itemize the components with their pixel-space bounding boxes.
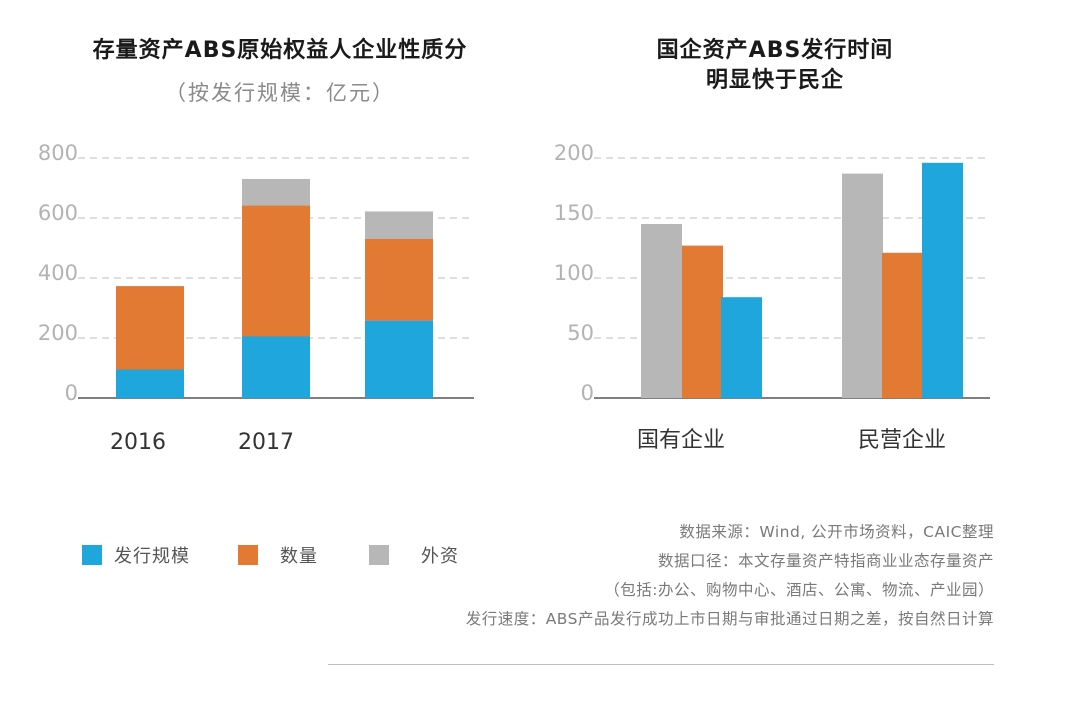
legend-label-issuance: 发行规模 bbox=[114, 546, 190, 567]
right-ytick-label: 0 bbox=[581, 381, 594, 405]
right-bar bbox=[682, 245, 723, 398]
left-ytick-label: 200 bbox=[38, 321, 78, 345]
left-category-label: 2016 bbox=[110, 430, 166, 455]
left-chart-title: 存量资产ABS原始权益人企业性质分 bbox=[92, 38, 468, 63]
right-bar bbox=[641, 224, 682, 398]
right-ytick-label: 100 bbox=[554, 261, 594, 285]
legend-swatch-count bbox=[238, 545, 258, 565]
notes-divider bbox=[328, 664, 994, 665]
source-notes: 数据来源：Wind, 公开市场资料，CAIC整理 数据口径：本文存量资产特指商业… bbox=[466, 518, 994, 634]
left-ytick-label: 0 bbox=[65, 381, 78, 405]
left-bar-segment bbox=[365, 211, 433, 239]
right-ytick-label: 150 bbox=[554, 201, 594, 225]
legend-label-foreign: 外资 bbox=[421, 546, 459, 567]
legend-swatch-foreign bbox=[369, 545, 389, 565]
legend-item-count: 数量 bbox=[238, 542, 369, 568]
legend-item-foreign: 外资 bbox=[369, 542, 459, 568]
note-scope: 数据口径：本文存量资产特指商业业态存量资产 bbox=[657, 552, 994, 570]
legend-item-issuance: 发行规模 bbox=[82, 542, 238, 568]
right-chart-title: 国企资产ABS发行时间 明显快于民企 bbox=[560, 36, 990, 96]
left-bar-segment bbox=[365, 239, 433, 321]
left-chart-subtitle: （按发行规模：亿元） bbox=[165, 81, 395, 105]
right-category-label: 民营企业 bbox=[858, 428, 946, 453]
right-category-label: 国有企业 bbox=[637, 428, 725, 453]
note-speed: 发行速度：ABS产品发行成功上市日期与审批通过日期之差，按自然日计算 bbox=[465, 610, 994, 628]
left-bar-segment bbox=[242, 179, 310, 206]
note-source: 数据来源：Wind, 公开市场资料，CAIC整理 bbox=[679, 523, 994, 541]
note-scope-detail: （包括:办公、购物中心、酒店、公寓、物流、产业园） bbox=[604, 581, 994, 599]
right-ytick-label: 200 bbox=[554, 141, 594, 165]
left-bar-segment bbox=[116, 369, 184, 398]
right-bar bbox=[842, 173, 883, 398]
legend-swatch-issuance bbox=[82, 545, 102, 565]
right-bar bbox=[922, 162, 963, 398]
left-bar-segment bbox=[116, 286, 184, 370]
legend: 发行规模 数量 外资 bbox=[82, 542, 459, 568]
left-ytick-label: 600 bbox=[38, 201, 78, 225]
legend-label-count: 数量 bbox=[280, 546, 318, 567]
right-chart-title-line-2: 明显快于民企 bbox=[705, 68, 844, 93]
left-bar-segment bbox=[242, 336, 310, 398]
left-bar-segment bbox=[365, 320, 433, 398]
left-category-label: 2017 bbox=[238, 430, 294, 455]
right-ytick-label: 50 bbox=[567, 321, 594, 345]
right-chart-title-line-1: 国企资产ABS发行时间 bbox=[656, 38, 894, 63]
left-ytick-label: 800 bbox=[38, 141, 78, 165]
left-ytick-label: 400 bbox=[38, 261, 78, 285]
right-bar bbox=[721, 297, 762, 398]
left-bar-segment bbox=[242, 205, 310, 337]
right-bar bbox=[882, 252, 923, 398]
